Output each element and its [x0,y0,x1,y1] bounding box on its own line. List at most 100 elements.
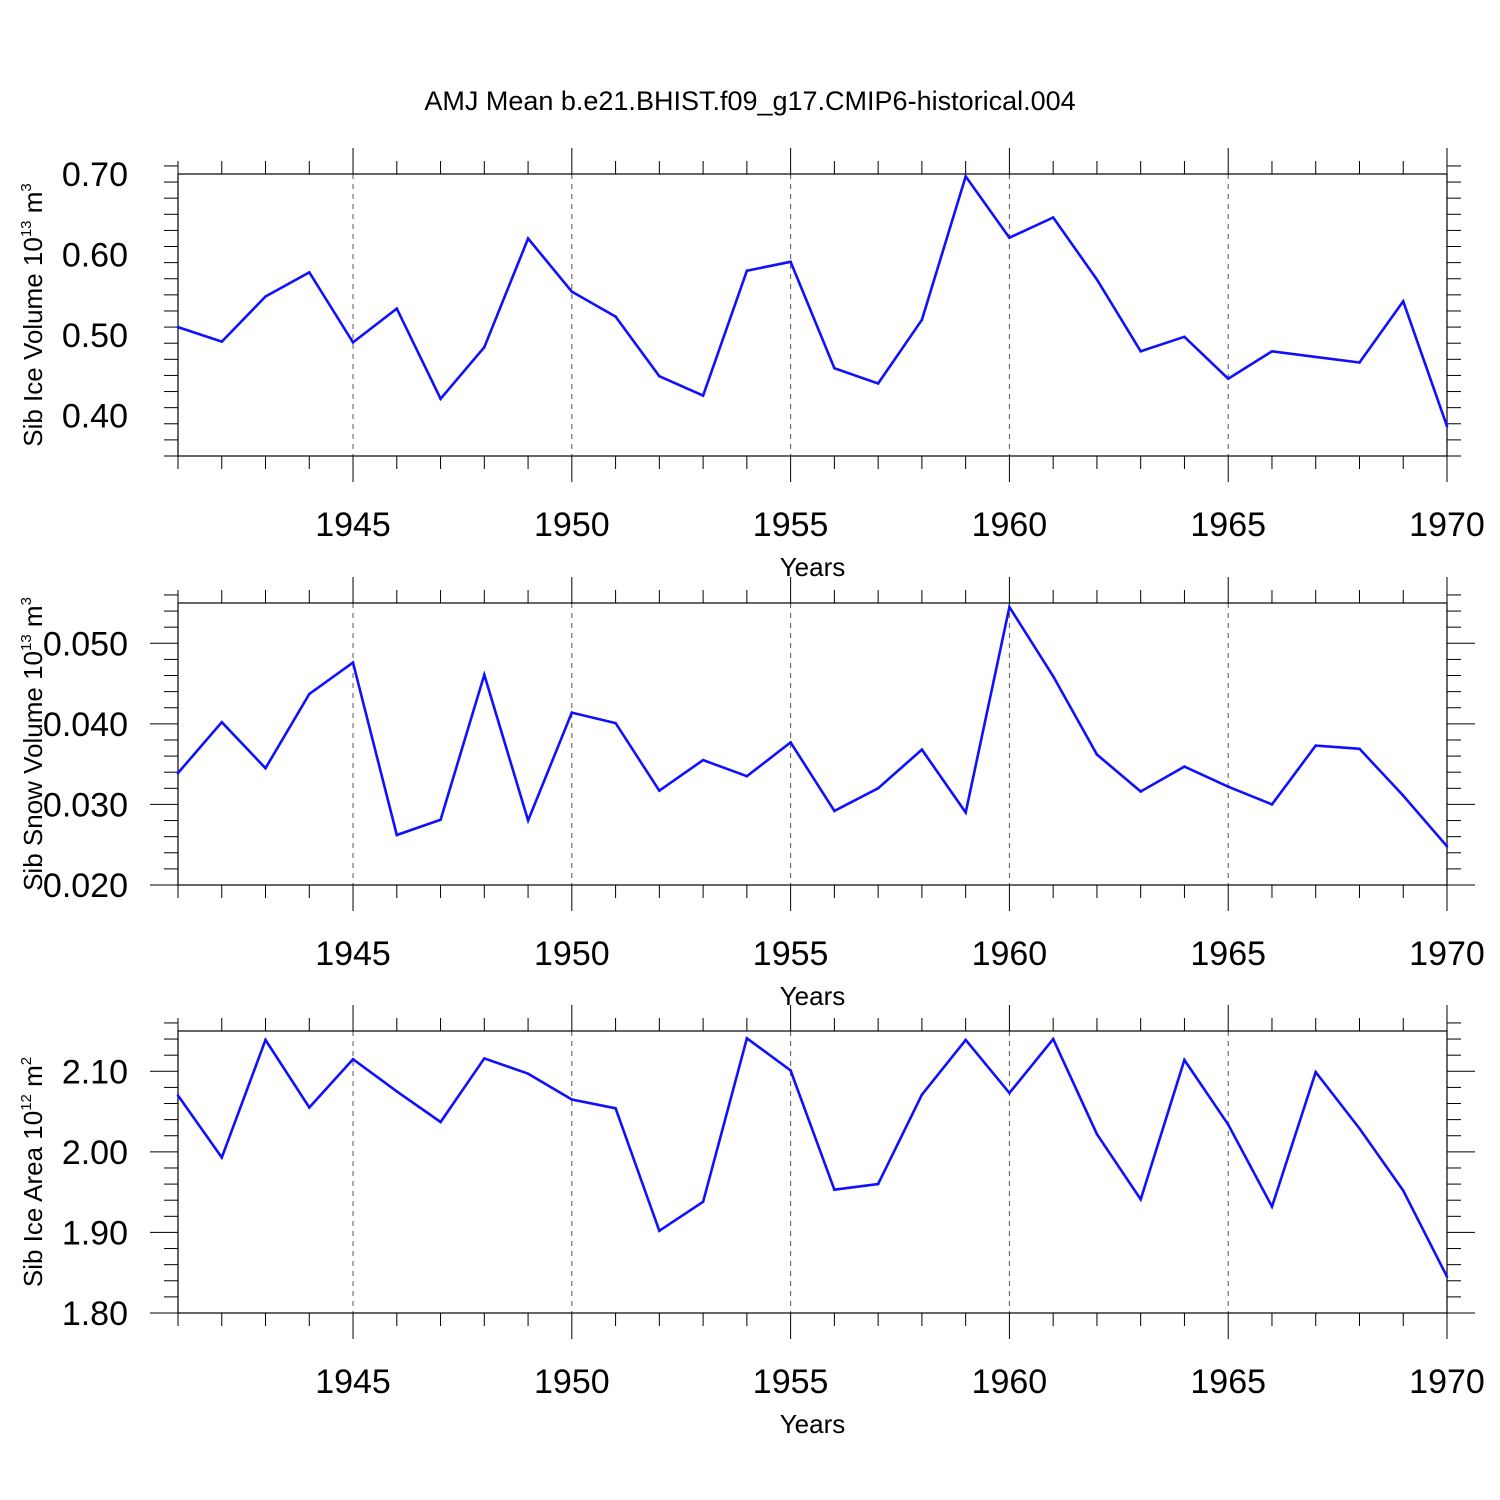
data-point [964,811,967,814]
y-axis-label: Sib Ice Area 1012 m2 [18,1057,48,1287]
data-point [789,741,792,744]
data-point [1226,1123,1230,1126]
data-point [1139,790,1142,793]
data-point [1445,1275,1449,1279]
data-point [833,366,836,370]
data-point [570,1098,574,1101]
series-line [177,173,1449,427]
x-tick-label: 1970 [1409,935,1485,973]
data-point [264,1038,267,1042]
data-point [701,394,705,397]
x-tick-label: 1970 [1409,506,1485,544]
y-axis-label-text: Sib Ice Volume 10 [18,237,48,447]
data-point [1270,803,1274,806]
data-point [1183,765,1186,768]
data-point [526,237,530,240]
data-point [1358,1127,1361,1130]
data-point [1445,424,1449,428]
data-point [307,1106,311,1109]
data-point [483,345,486,349]
data-point [1051,216,1055,219]
data-point [833,809,836,813]
y-axis-label-exponent: 12 [18,1094,35,1111]
data-point [439,818,442,822]
data-point [351,1057,355,1061]
data-point [264,295,267,298]
data-point [570,290,574,293]
x-tick-label: 1945 [315,1363,391,1401]
data-point [220,720,224,724]
data-point [439,397,442,401]
x-tick-label: 1960 [972,506,1048,544]
data-point [1139,349,1142,353]
x-tick-label: 1945 [315,935,391,973]
data-point [176,325,180,329]
data-point [876,382,880,385]
data-point [307,270,311,274]
plot-frame [177,173,1448,457]
y-axis-label-text: m [18,1065,48,1094]
data-point [920,318,924,322]
x-tick-label: 1970 [1409,1363,1485,1401]
data-point [1095,753,1099,756]
data-point [614,315,617,318]
series-line [176,1036,1449,1278]
data-point [1401,794,1405,797]
data-point [220,1156,224,1159]
data-point [1314,744,1318,747]
data-point [1314,1070,1318,1074]
series-line [177,603,1448,848]
x-axis-label: Years [780,981,846,1011]
data-point [1226,785,1230,789]
y-tick-label: 0.040 [43,706,128,744]
x-tick-label: 1965 [1190,506,1266,544]
data-point [789,260,792,264]
y-tick-label: 1.90 [62,1214,128,1252]
data-point [1008,236,1011,239]
data-point [1183,1058,1186,1062]
y-axis-label-text: Sib Ice Area 10 [18,1111,48,1287]
data-point [395,833,399,837]
data-point [833,1188,836,1192]
data-point [658,1229,661,1233]
data-point [745,1036,749,1040]
x-tick-label: 1950 [534,935,610,973]
data-point [701,1200,705,1204]
data-point [1445,845,1449,848]
y-axis-label-exponent: 3 [18,597,35,605]
data-point [1314,355,1318,359]
data-point [526,819,530,822]
y-axis-label-text: Sib Snow Volume 10 [18,651,48,891]
x-tick-label: 1950 [534,506,610,544]
data-point [1270,1205,1274,1208]
data-point [1226,377,1230,380]
y-axis-label-exponent: 13 [18,634,35,651]
data-point [570,711,574,714]
x-tick-label: 1960 [972,1363,1048,1401]
data-point [395,1090,399,1093]
data-point [1008,1091,1011,1095]
x-tick-label: 1965 [1190,935,1266,973]
y-axis-label-text: m [18,192,48,221]
data-point [351,341,355,344]
data-point [1095,1132,1099,1136]
chart-panel-2: 0.020 0.030 0.040 0.050 1945 1950 1955 1960 1965… [18,577,1485,1011]
data-point [351,661,355,664]
data-point [658,374,661,378]
data-point [1358,747,1361,751]
x-tick-label: 1955 [753,935,829,973]
y-tick-label: 0.40 [62,398,128,436]
data-point [658,789,661,793]
plot-frame [177,602,1448,886]
data-point [789,1069,792,1072]
data-point [876,1182,880,1186]
data-point [1401,1189,1405,1192]
data-point [483,1057,486,1060]
y-tick-label: 1.80 [62,1295,128,1333]
data-point [483,673,486,677]
data-point [920,748,924,751]
y-tick-label: 0.60 [62,237,128,275]
data-point [745,774,749,778]
y-axis-label: Sib Snow Volume 1013 m3 [18,597,48,891]
